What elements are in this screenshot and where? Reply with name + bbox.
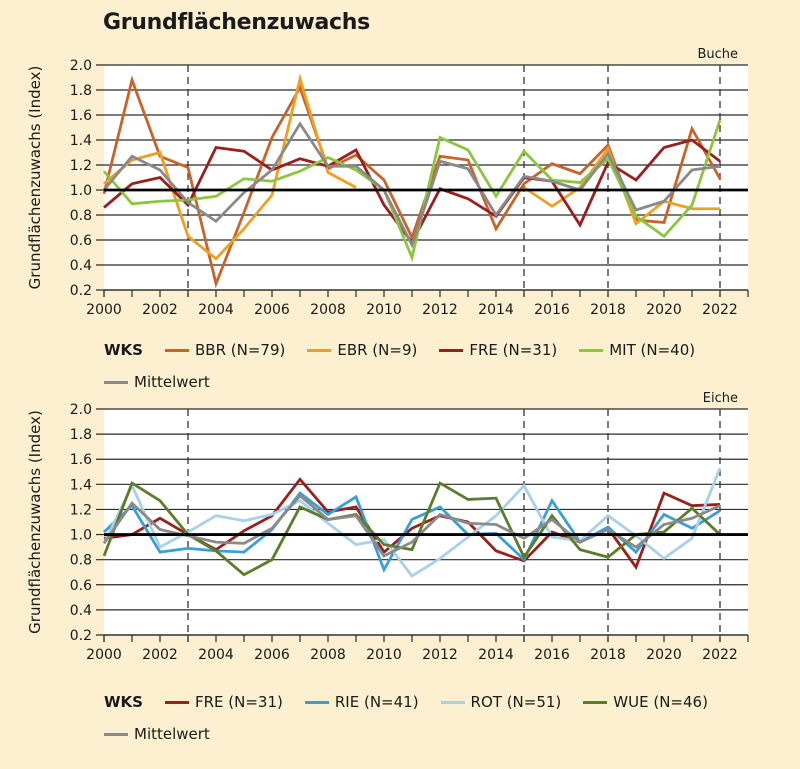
legend-swatch: [579, 348, 604, 352]
y-tick-label: 0.4: [70, 258, 92, 274]
x-tick-label: 2016: [534, 302, 570, 318]
x-tick-label: 2012: [422, 647, 458, 663]
y-axis-label: Grundflächenzuwachs (Index): [26, 410, 44, 634]
legend-row: Mittelwert: [104, 722, 730, 746]
legend-item: RIE (N=41): [304, 693, 419, 711]
legend-item: Mittelwert: [104, 373, 210, 391]
x-tick-label: 2004: [198, 302, 234, 318]
x-tick-label: 2018: [590, 647, 626, 663]
legend-label: Mittelwert: [134, 725, 210, 743]
legend-swatch: [304, 700, 329, 704]
x-tick-label: 2008: [310, 647, 346, 663]
legend-item: EBR (N=9): [307, 341, 417, 359]
legend-label: FRE (N=31): [194, 693, 283, 711]
series-line-mittelwert: [102, 121, 721, 249]
x-tick-label: 2022: [702, 647, 738, 663]
legend-title: WKS: [104, 341, 143, 359]
x-tick-label: 2002: [142, 647, 178, 663]
x-tick-label: 2014: [478, 647, 514, 663]
y-tick-label: 1.6: [70, 108, 92, 124]
plot-area: [104, 65, 748, 290]
figure-title: Grundflächenzuwachs: [103, 10, 370, 35]
legend-swatch: [583, 700, 608, 704]
x-tick-label: 2004: [198, 647, 234, 663]
y-tick-label: 0.2: [70, 283, 92, 299]
legend-label: FRE (N=31): [469, 341, 558, 359]
legend-item: ROT (N=51): [440, 693, 562, 711]
y-tick-label: 1.8: [70, 427, 92, 443]
legend-label: Mittelwert: [134, 373, 210, 391]
panel-label: Buche: [697, 47, 738, 62]
series-line-mit: [102, 119, 722, 263]
legend-label: MIT (N=40): [609, 341, 696, 359]
x-tick-label: 2020: [646, 647, 682, 663]
series-line-rot: [102, 467, 722, 578]
legend-title: WKS: [104, 693, 143, 711]
legend-label: RIE (N=41): [334, 693, 419, 711]
chart-panel-eiche: 0.2 0.4 0.6 0.8 1.0 1.2 1.4 1.6 1.8 2.0 2000 2002 20…: [26, 391, 749, 663]
y-tick-label: 1.8: [70, 83, 92, 99]
x-tick-label: 2006: [254, 302, 290, 318]
x-tick-label: 2010: [366, 647, 402, 663]
y-tick-label: 0.2: [70, 628, 92, 644]
legend-item: BBR (N=79): [164, 341, 286, 359]
series-line-ebr: [103, 73, 357, 261]
legend-row: Mittelwert: [104, 370, 717, 394]
x-tick-label: 2008: [310, 302, 346, 318]
series-line-wue: [102, 480, 721, 577]
y-tick-label: 1.0: [70, 528, 92, 544]
y-tick-label: 0.4: [70, 603, 92, 619]
y-tick-label: 0.8: [70, 553, 92, 569]
y-tick-label: 0.6: [70, 578, 92, 594]
x-tick-label: 2000: [86, 647, 122, 663]
y-tick-label: 1.6: [70, 452, 92, 468]
legend-swatch: [164, 348, 189, 352]
x-tick-label: 2000: [86, 302, 122, 318]
legend-swatch: [439, 348, 464, 352]
legend-label: ROT (N=51): [470, 693, 562, 711]
x-tick-label: 2002: [142, 302, 178, 318]
legend-swatch: [164, 700, 189, 704]
y-tick-label: 1.4: [70, 133, 92, 149]
y-tick-label: 0.8: [70, 208, 92, 224]
x-tick-label: 2010: [366, 302, 402, 318]
x-tick-label: 2020: [646, 302, 682, 318]
y-tick-label: 1.0: [70, 183, 92, 199]
y-tick-label: 1.2: [70, 158, 92, 174]
legend-swatch: [104, 380, 128, 384]
legend-buche: WKS BBR (N=79) EBR (N=9) FRE (N=31) MIT (N=4…: [104, 338, 717, 394]
legend-swatch: [104, 732, 128, 736]
x-tick-label: 2012: [422, 302, 458, 318]
legend-item: FRE (N=31): [439, 341, 557, 359]
panel-label: Eiche: [703, 391, 738, 406]
x-tick-label: 2022: [702, 302, 738, 318]
legend-label: WUE (N=46): [613, 693, 708, 711]
legend-item: Mittelwert: [104, 725, 210, 743]
legend-item: MIT (N=40): [579, 341, 695, 359]
x-tick-label: 2018: [590, 302, 626, 318]
x-tick-label: 2006: [254, 647, 290, 663]
chart-panel-buche: 0.2 0.4 0.6 0.8 1.0 1.2 1.4 1.6 1.8 2.0 2000 2002 20…: [26, 47, 749, 318]
y-tick-label: 1.2: [70, 502, 92, 518]
legend-item: WUE (N=46): [583, 693, 708, 711]
y-tick-label: 2.0: [70, 58, 92, 74]
legend-eiche: WKS FRE (N=31) RIE (N=41) ROT (N=51) WUE (N=…: [104, 690, 730, 746]
x-tick-label: 2014: [478, 302, 514, 318]
y-tick-label: 2.0: [70, 402, 92, 418]
legend-label: BBR (N=79): [194, 341, 286, 359]
y-axis-label: Grundflächenzuwachs (Index): [26, 66, 44, 290]
legend-swatch: [307, 348, 332, 352]
legend-row: WKS BBR (N=79) EBR (N=9) FRE (N=31) MIT (N=4…: [104, 338, 717, 362]
legend-label: EBR (N=9): [337, 341, 418, 359]
y-tick-label: 1.4: [70, 477, 92, 493]
legend-swatch: [440, 700, 465, 704]
legend-item: FRE (N=31): [164, 693, 283, 711]
legend-row: WKS FRE (N=31) RIE (N=41) ROT (N=51) WUE (N=…: [104, 690, 730, 714]
y-tick-label: 0.6: [70, 233, 92, 249]
x-tick-label: 2016: [534, 647, 570, 663]
